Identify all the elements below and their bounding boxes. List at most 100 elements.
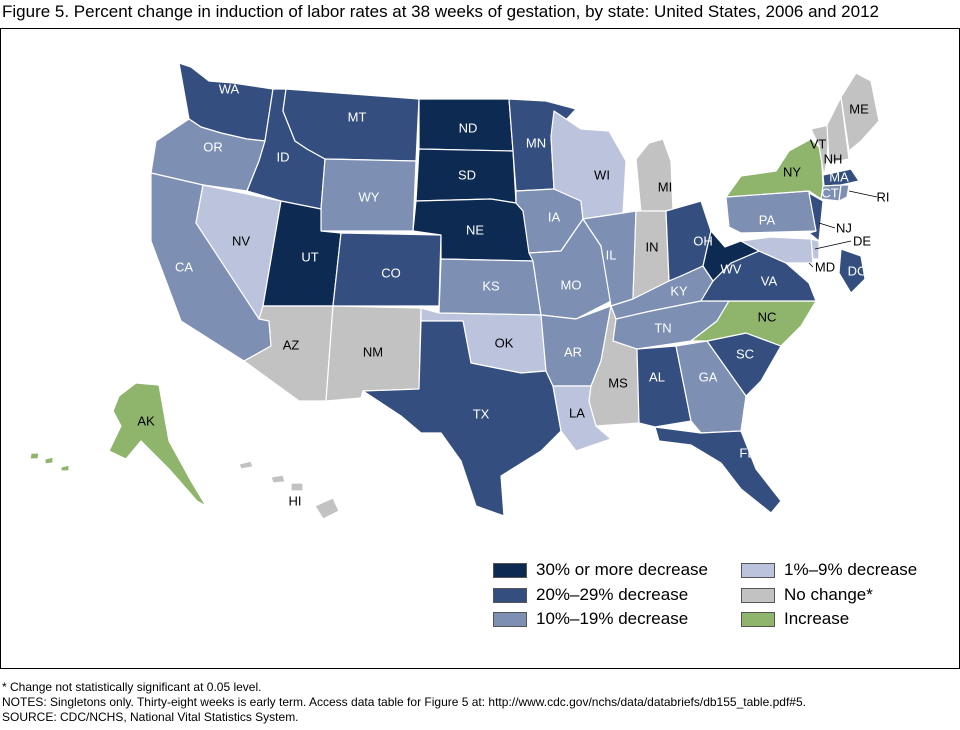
legend-swatch bbox=[493, 562, 527, 578]
state-wy bbox=[320, 158, 417, 232]
state-label-ms: MS bbox=[608, 376, 628, 391]
footnote-source: SOURCE: CDC/NCHS, National Vital Statist… bbox=[2, 710, 299, 724]
state-label-mn: MN bbox=[526, 136, 546, 151]
state-hi-island bbox=[270, 474, 286, 484]
state-hi bbox=[314, 497, 340, 520]
state-label-il: IL bbox=[606, 248, 617, 263]
state-label-pa: PA bbox=[759, 213, 776, 228]
state-label-in: IN bbox=[646, 240, 659, 255]
state-label-vt: VT bbox=[810, 137, 827, 152]
state-label-ma: MA bbox=[829, 170, 849, 185]
state-fl bbox=[654, 426, 782, 514]
state-label-wa: WA bbox=[219, 82, 240, 97]
legend-swatch bbox=[741, 562, 775, 578]
footnote-significance: * Change not statistically significant a… bbox=[2, 680, 262, 694]
leader-line bbox=[808, 262, 814, 268]
state-ak-island bbox=[29, 452, 40, 460]
state-label-de: DE bbox=[853, 234, 871, 249]
state-label-ia: IA bbox=[548, 210, 561, 225]
state-label-nm: NM bbox=[363, 345, 383, 360]
state-tx bbox=[362, 320, 562, 517]
state-label-nc: NC bbox=[758, 310, 777, 325]
state-label-md: MD bbox=[815, 260, 835, 275]
state-label-or: OR bbox=[203, 140, 223, 155]
state-dc bbox=[838, 248, 866, 294]
state-label-ny: NY bbox=[783, 165, 801, 180]
state-label-mo: MO bbox=[561, 278, 582, 293]
state-label-wi: WI bbox=[594, 168, 610, 183]
legend-item-no-change: No change* bbox=[741, 585, 873, 605]
state-al bbox=[636, 345, 692, 428]
legend-label: No change* bbox=[784, 585, 873, 604]
state-label-ar: AR bbox=[564, 345, 582, 360]
state-ak-island bbox=[44, 456, 54, 465]
state-label-nd: ND bbox=[459, 121, 478, 136]
state-label-id: ID bbox=[277, 150, 290, 165]
state-nc bbox=[690, 300, 817, 347]
state-ri bbox=[838, 184, 850, 202]
leader-line bbox=[848, 190, 878, 198]
state-label-nh: NH bbox=[824, 152, 843, 167]
legend-item-increase: Increase bbox=[741, 609, 849, 629]
state-mi bbox=[635, 138, 674, 214]
legend-swatch bbox=[741, 587, 775, 603]
state-label-wy: WY bbox=[359, 190, 380, 205]
state-label-nv: NV bbox=[232, 234, 250, 249]
state-label-ut: UT bbox=[301, 250, 318, 265]
state-ak bbox=[108, 382, 207, 507]
state-label-fl: FL bbox=[739, 446, 754, 461]
legend-swatch bbox=[741, 611, 775, 627]
legend-label: 20%–29% decrease bbox=[536, 585, 689, 604]
legend-label: 10%–19% decrease bbox=[536, 609, 689, 628]
state-nh bbox=[826, 96, 850, 164]
state-label-sc: SC bbox=[736, 347, 754, 362]
state-label-co: CO bbox=[381, 266, 401, 281]
state-label-nj: NJ bbox=[836, 221, 852, 236]
legend-item-1-9: 1%–9% decrease bbox=[741, 560, 917, 580]
state-label-la: LA bbox=[569, 406, 585, 421]
state-md bbox=[740, 236, 814, 264]
state-label-az: AZ bbox=[283, 338, 300, 353]
state-label-dc: DC bbox=[848, 264, 867, 279]
legend-label: Increase bbox=[784, 609, 850, 628]
state-label-ks: KS bbox=[482, 279, 500, 294]
state-label-tx: TX bbox=[473, 407, 490, 422]
state-ma bbox=[822, 168, 860, 187]
state-label-ne: NE bbox=[466, 223, 484, 238]
state-label-me: ME bbox=[849, 102, 869, 117]
state-label-sd: SD bbox=[458, 168, 476, 183]
leader-line bbox=[818, 222, 836, 229]
state-label-al: AL bbox=[649, 370, 665, 385]
footnotes: * Change not statistically significant a… bbox=[2, 680, 806, 725]
state-label-ct: CT bbox=[821, 186, 838, 201]
state-label-ri: RI bbox=[877, 190, 890, 205]
legend-label: 1%–9% decrease bbox=[784, 560, 918, 579]
state-ak-island bbox=[60, 464, 70, 472]
state-label-ok: OK bbox=[495, 336, 514, 351]
state-label-ca: CA bbox=[175, 260, 193, 275]
state-nj bbox=[808, 192, 824, 242]
footnote-notes: NOTES: Singletons only. Thirty-eight wee… bbox=[2, 695, 806, 709]
legend-item-20-29: 20%–29% decrease bbox=[493, 585, 688, 605]
figure-title: Figure 5. Percent change in induction of… bbox=[2, 2, 880, 21]
state-label-mt: MT bbox=[348, 110, 367, 125]
state-me bbox=[840, 72, 880, 152]
state-label-wv: WV bbox=[721, 262, 742, 277]
state-label-va: VA bbox=[761, 274, 778, 289]
legend-label: 30% or more decrease bbox=[536, 560, 708, 579]
map-frame: WA OR CA NV ID MT WY UT AZ CO NM ND SD NE KS OK TX MN IA MO… bbox=[0, 28, 960, 669]
legend-item-10-19: 10%–19% decrease bbox=[493, 609, 688, 629]
state-label-mi: MI bbox=[658, 180, 672, 195]
legend-item-30-or-more: 30% or more decrease bbox=[493, 560, 708, 580]
state-label-tn: TN bbox=[654, 321, 671, 336]
state-label-ak: AK bbox=[137, 414, 155, 429]
state-label-oh: OH bbox=[693, 234, 713, 249]
state-hi-island bbox=[238, 460, 254, 470]
state-label-hi: HI bbox=[289, 494, 302, 509]
us-map: WA OR CA NV ID MT WY UT AZ CO NM ND SD NE KS OK TX MN IA MO… bbox=[29, 62, 890, 520]
legend-swatch bbox=[493, 587, 527, 603]
state-label-ky: KY bbox=[670, 284, 688, 299]
state-label-ga: GA bbox=[699, 370, 718, 385]
legend-swatch bbox=[493, 611, 527, 627]
state-vt bbox=[810, 124, 830, 177]
